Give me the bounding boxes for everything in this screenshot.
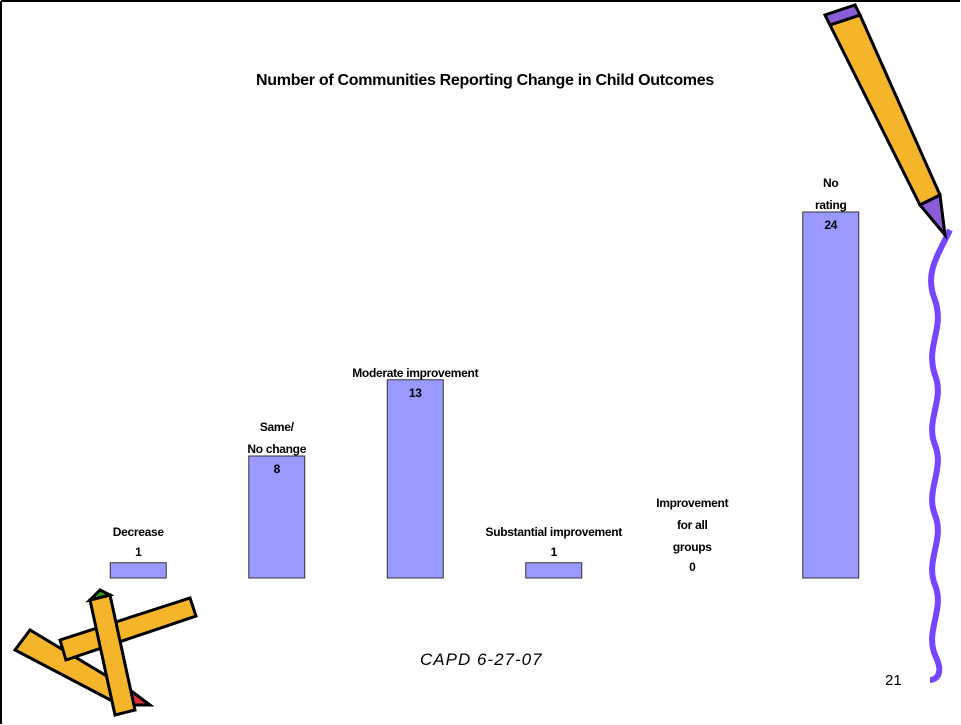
bar bbox=[802, 211, 860, 579]
category-label: No rating bbox=[814, 176, 847, 212]
pencils-bottom-left bbox=[12, 588, 198, 717]
bar bbox=[525, 562, 583, 579]
category-label: Improvement for all groups bbox=[656, 496, 729, 554]
bar bbox=[386, 379, 444, 579]
value-label: 1 bbox=[135, 544, 142, 559]
footer: CAPD 6-27-07 bbox=[420, 650, 543, 669]
value-label: 13 bbox=[408, 385, 422, 400]
wavy-line bbox=[928, 228, 953, 683]
value-label: 24 bbox=[824, 218, 838, 232]
category-label: Substantial improvement bbox=[485, 524, 623, 539]
value-label: 1 bbox=[550, 544, 558, 559]
bar bbox=[109, 562, 167, 579]
category-label: Moderate improvement bbox=[352, 365, 479, 380]
value-label: 0 bbox=[689, 560, 696, 574]
category-label: Decrease bbox=[112, 524, 164, 539]
page-number: 21 bbox=[885, 672, 902, 689]
category-label: Same/ No change bbox=[247, 420, 307, 456]
pencil-top-right bbox=[822, 3, 948, 240]
bar bbox=[248, 455, 306, 579]
chart-title: Number of Communities Reporting Change i… bbox=[256, 72, 714, 89]
value-label: 8 bbox=[273, 462, 281, 476]
